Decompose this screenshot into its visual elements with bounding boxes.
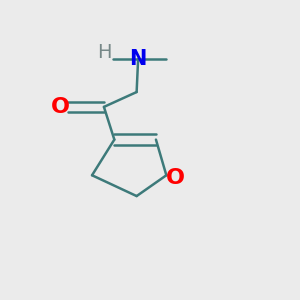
Text: O: O	[50, 97, 69, 117]
Text: N: N	[129, 49, 147, 69]
Text: O: O	[166, 168, 185, 188]
Text: H: H	[97, 43, 112, 62]
